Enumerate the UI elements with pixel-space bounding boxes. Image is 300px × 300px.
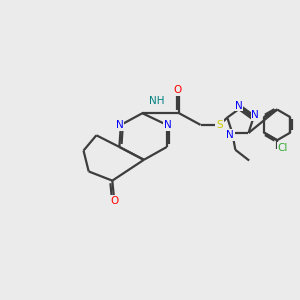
- Text: N: N: [235, 100, 242, 111]
- Text: N: N: [251, 110, 259, 120]
- Text: Cl: Cl: [278, 143, 288, 153]
- Text: O: O: [174, 85, 182, 95]
- Text: O: O: [110, 196, 118, 206]
- Text: N: N: [116, 120, 124, 130]
- Text: N: N: [226, 130, 234, 140]
- Text: N: N: [164, 120, 172, 130]
- Text: S: S: [216, 120, 223, 130]
- Text: NH: NH: [149, 96, 165, 106]
